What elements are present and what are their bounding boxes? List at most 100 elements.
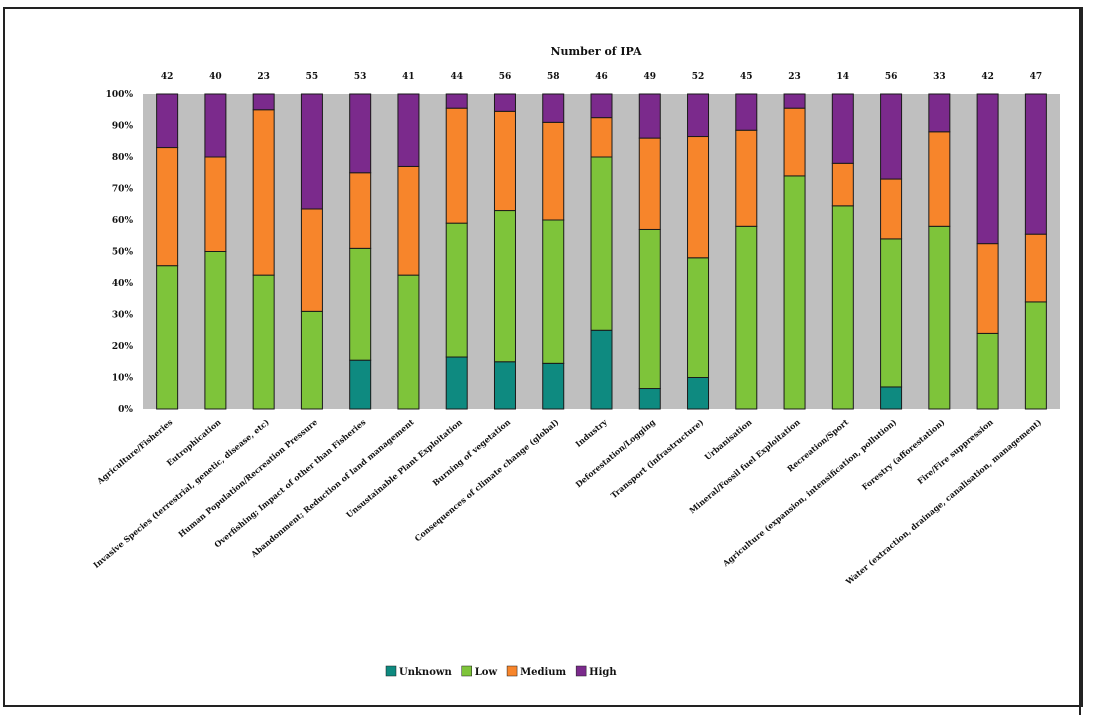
bar-segment-high [638,93,661,139]
bar-segment-low [252,274,275,410]
bar-segment-unknown [445,356,468,410]
bar-segment-low [928,225,951,410]
category-label: Burning of vegetation [430,417,512,488]
count-label: 14 [837,72,850,82]
bar-segment-high [1024,93,1047,235]
bar-segment-low [542,219,565,364]
bar-segment-high [831,93,854,164]
category-label: Abandonment; Reduction of land managemen… [248,417,416,560]
y-tick-label: 20% [112,342,134,352]
category-label: Transport (infrastructure) [609,417,706,501]
bar-segment-low [783,175,806,410]
count-label: 56 [499,72,512,82]
count-label: 41 [402,72,415,82]
bar-segment-medium [349,172,372,249]
bar-segment-low [1024,301,1047,410]
y-tick-label: 90% [112,122,134,132]
count-label: 44 [450,72,463,82]
y-tick-label: 10% [112,374,134,384]
legend-swatch-unknown [385,665,397,677]
bar-segment-high [493,93,516,112]
bar-segment-low [204,251,227,410]
category-label: Forestry (afforestation) [860,417,947,492]
count-label: 55 [306,72,319,82]
bar-segment-unknown [349,359,372,410]
legend-swatch-high [575,665,587,677]
bar-segment-medium [928,131,951,227]
count-label: 47 [1030,72,1043,82]
bar-segment-medium [638,137,661,230]
count-label: 45 [740,72,753,82]
bar-segment-medium [590,117,613,158]
bar-segment-medium [493,110,516,212]
legend: Unknown Low Medium High [385,665,617,678]
bar-segment-high [445,93,468,109]
bar-segment-low [976,332,999,410]
legend-swatch-medium [506,665,518,677]
count-label: 42 [981,72,994,82]
bar-segment-unknown [542,362,565,410]
bar-segment-low [300,310,323,410]
bar-segment-high [928,93,951,133]
count-label: 52 [692,72,705,82]
legend-swatch-low [461,665,472,677]
y-tick-label: 50% [112,248,134,258]
chart-title: Number of IPA [550,45,642,58]
bar-segment-medium [1024,233,1047,303]
bar-segment-unknown [880,386,903,410]
count-label: 56 [885,72,898,82]
bar-segment-medium [880,178,903,240]
count-label: 40 [209,72,222,82]
bar-segment-low [880,238,903,388]
bar-segment-high [735,93,758,131]
category-label: Invasive Species (terrestrial, genetic, … [91,417,271,570]
y-axis: 0% 10% 20% 30% 40% 50% 60% 70% 80% 90% 100% [106,90,134,415]
y-tick-label: 70% [112,185,134,195]
bar-segment-high [880,93,903,180]
y-tick-label: 0% [118,405,133,415]
bar-segment-low [397,274,420,410]
bar-segment-low [831,205,854,410]
legend-label-unknown: Unknown [399,667,452,678]
legend-label-low: Low [475,667,498,678]
count-label: 42 [161,72,174,82]
bar-segment-low [638,228,661,390]
frame-edge [1079,7,1081,715]
bar-segment-medium [831,162,854,207]
bar-segment-high [156,93,179,149]
bar-segment-high [590,93,613,119]
bar-segment-medium [735,129,758,227]
bar-segment-medium [445,107,468,224]
bar-segment-low [445,222,468,358]
bar-segment-high [542,93,565,123]
bar-segment-high [783,93,806,109]
bar-segment-medium [252,109,275,276]
bar-segment-high [300,93,323,210]
bar-segment-high [252,93,275,111]
bar-segment-medium [783,107,806,177]
bar-segment-unknown [493,361,516,410]
y-tick-label: 30% [112,311,134,321]
y-tick-label: 40% [112,279,134,289]
legend-label-high: High [589,667,617,678]
category-label: Agriculture (expansion, intensification,… [720,417,899,569]
bar-segment-medium [300,208,323,312]
bar-segment-unknown [590,329,613,410]
bar-segment-medium [542,121,565,221]
bar-segment-high [397,93,420,167]
bar-segment-unknown [687,377,710,410]
bar-segment-high [204,93,227,158]
count-labels: 42 40 23 55 53 41 44 56 58 46 49 52 45 23 14 56 33 42 47 [161,72,1042,82]
bar-segment-low [590,156,613,331]
count-label: 33 [933,72,946,82]
category-label: Agriculture/Fisheries [94,417,175,487]
bar-segment-medium [976,243,999,334]
bar-segment-medium [156,147,179,267]
bar-segment-low [687,257,710,378]
y-tick-label: 100% [106,90,134,100]
count-label: 49 [643,72,656,82]
bar-segment-high [349,93,372,174]
bar-segment-unknown [638,388,661,410]
bar-segment-low [156,265,179,410]
